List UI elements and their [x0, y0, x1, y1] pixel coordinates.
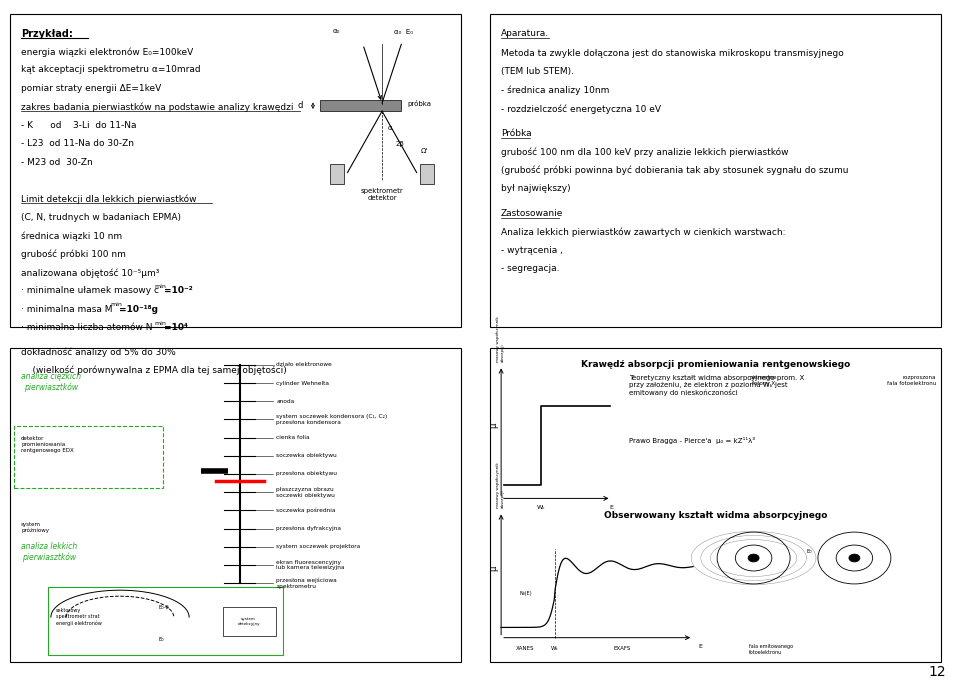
Text: - średnica analizy 10nm: - średnica analizy 10nm	[501, 86, 610, 95]
Text: pomiar straty energii ΔE=1keV: pomiar straty energii ΔE=1keV	[21, 84, 161, 93]
Text: Teoretyczny kształt widma absorpcyjnego prom. X
przy założeniu, że elektron z po: Teoretyczny kształt widma absorpcyjnego …	[629, 375, 804, 396]
Text: Próbka: Próbka	[501, 129, 532, 138]
Text: Aparatura.: Aparatura.	[501, 29, 549, 38]
Text: - M23 od  30-Zn: - M23 od 30-Zn	[21, 158, 93, 166]
Text: fala emitowanego
fotoelektronu: fala emitowanego fotoelektronu	[749, 644, 793, 655]
Text: przesłona obiektywu: przesłona obiektywu	[276, 471, 337, 477]
Bar	[10, 14, 461, 327]
Text: (wielkość porównywalna z EPMA dla tej samej objętości): (wielkość porównywalna z EPMA dla tej sa…	[21, 366, 287, 375]
Text: - K      od    3-Li  do 11-Na: - K od 3-Li do 11-Na	[21, 121, 136, 130]
Text: cienka folia: cienka folia	[276, 435, 310, 440]
Text: α₀  E₀: α₀ E₀	[394, 29, 413, 35]
Text: analiza lekkich
pierwiasztków: analiza lekkich pierwiasztków	[21, 542, 78, 563]
Text: system soczewek kondensora (C₁, C₂)
przesłona kondensora: system soczewek kondensora (C₁, C₂) prze…	[276, 414, 388, 425]
Text: min: min	[155, 284, 166, 288]
Text: kąt akceptacji spektrometru α=10mrad: kąt akceptacji spektrometru α=10mrad	[21, 65, 201, 74]
Circle shape	[849, 554, 860, 562]
Text: min: min	[155, 321, 166, 325]
Text: EXAFS: EXAFS	[613, 646, 631, 651]
Text: α: α	[388, 125, 393, 131]
Text: średnica wiązki 10 nm: średnica wiązki 10 nm	[21, 231, 122, 241]
Text: α₀: α₀	[332, 28, 340, 33]
Text: spektrometr
detektor: spektrometr detektor	[361, 188, 403, 201]
Text: dokładność analizy od 5% do 30%: dokładność analizy od 5% do 30%	[21, 347, 176, 357]
Bar	[420, 164, 434, 184]
Text: anoda: anoda	[276, 399, 295, 404]
Text: Metoda ta zwykle dołączona jest do stanowiska mikroskopu transmisyjnego: Metoda ta zwykle dołączona jest do stano…	[501, 49, 844, 58]
Text: · minimalna masa M: · minimalna masa M	[21, 305, 112, 314]
Text: Wₖ: Wₖ	[537, 505, 546, 510]
Bar	[48, 587, 283, 655]
Text: ekran fluorescencyjny
lub kamera telewizyjna: ekran fluorescencyjny lub kamera telewiz…	[276, 559, 345, 570]
Text: energia wiązki elektronów E₀=100keV: energia wiązki elektronów E₀=100keV	[21, 47, 193, 57]
Text: soczewka pośrednia: soczewka pośrednia	[276, 507, 336, 513]
Text: =10⁻¹⁸g: =10⁻¹⁸g	[119, 305, 158, 314]
Text: analizowana objętość 10⁻⁵μm³: analizowana objętość 10⁻⁵μm³	[21, 268, 159, 278]
Bar	[490, 348, 941, 662]
Text: E: E	[698, 644, 702, 649]
Text: analiza ciężkich
pierwiasztków: analiza ciężkich pierwiasztków	[21, 372, 82, 391]
Text: Limit detekcji dla lekkich pierwiastków: Limit detekcji dla lekkich pierwiastków	[21, 194, 197, 204]
Text: zakres badania pierwiastków na podstawie analizy krawędzi: zakres badania pierwiastków na podstawie…	[21, 102, 294, 112]
Text: (TEM lub STEM).: (TEM lub STEM).	[501, 68, 574, 76]
Text: rozproszona
fala fotoelektronu: rozproszona fala fotoelektronu	[887, 375, 936, 386]
Text: d: d	[297, 101, 302, 110]
Bar	[10, 348, 461, 662]
Text: N₀(E): N₀(E)	[520, 591, 533, 596]
Text: E: E	[610, 505, 613, 510]
Text: grubość 100 nm dla 100 keV przy analizie lekkich pierwiastków: grubość 100 nm dla 100 keV przy analizie…	[501, 147, 788, 157]
Text: =10⁴: =10⁴	[164, 323, 188, 332]
Bar	[330, 164, 344, 184]
Text: 12: 12	[928, 664, 946, 679]
Circle shape	[748, 554, 759, 562]
Text: Analiza lekkich pierwiastków zawartych w cienkich warstwach:: Analiza lekkich pierwiastków zawartych w…	[501, 228, 785, 237]
Text: Ω': Ω'	[420, 148, 428, 153]
Text: (C, N, trudnych w badaniach EPMA): (C, N, trudnych w badaniach EPMA)	[21, 213, 181, 222]
Text: E₀: E₀	[158, 638, 164, 642]
Text: XANES: XANES	[516, 646, 535, 651]
Text: soczewka obiektywu: soczewka obiektywu	[276, 454, 337, 458]
Text: przesłona wejściowa
spektrometru: przesłona wejściowa spektrometru	[276, 578, 337, 589]
Text: Obserwowany kształt widma absorpcyjnego: Obserwowany kształt widma absorpcyjnego	[604, 512, 827, 520]
Text: Przykład:: Przykład:	[21, 29, 73, 39]
Text: - wytrącenia ,: - wytrącenia ,	[501, 246, 563, 255]
Text: przesłona dyfrakcyjna: przesłona dyfrakcyjna	[276, 526, 341, 531]
Text: · minimalna liczba atomów N: · minimalna liczba atomów N	[21, 323, 153, 332]
Bar	[320, 100, 401, 111]
Text: - segregacja.: - segregacja.	[501, 265, 560, 273]
Text: (grubość próbki powinna być dobierania tak aby stosunek sygnału do szumu: (grubość próbki powinna być dobierania t…	[501, 166, 849, 175]
Text: działo elektronowe: działo elektronowe	[276, 362, 332, 368]
Text: był największy): był największy)	[501, 184, 571, 193]
Text: próbka: próbka	[407, 100, 431, 107]
Text: system
detekcyjny: system detekcyjny	[237, 617, 260, 625]
Text: grubość próbki 100 nm: grubość próbki 100 nm	[21, 250, 126, 259]
Text: sektorowy
spektrometr strat
energii elektronów: sektorowy spektrometr strat energii elek…	[56, 608, 102, 625]
Text: min: min	[110, 302, 122, 307]
Text: =10⁻²: =10⁻²	[164, 286, 193, 295]
Bar	[223, 607, 276, 636]
Text: masowy współczynnik
absorpcji: masowy współczynnik absorpcji	[496, 462, 505, 508]
Text: masowy współczynnik
absorpcji: masowy współczynnik absorpcji	[496, 316, 505, 362]
Text: system
próżniowy: system próżniowy	[21, 522, 49, 533]
Text: μ: μ	[489, 423, 498, 428]
Text: Krawędź absorpcji promieniowania rentgenowskiego: Krawędź absorpcji promieniowania rentgen…	[581, 360, 850, 369]
Text: system soczewek projektora: system soczewek projektora	[276, 544, 360, 549]
Bar	[14, 426, 163, 488]
Text: Wₖ: Wₖ	[551, 646, 559, 651]
Text: E₀: E₀	[806, 549, 812, 554]
Text: detektor
promieniowania
rentgenowego EDX: detektor promieniowania rentgenowego EDX	[21, 436, 74, 453]
Text: 2β: 2β	[396, 141, 404, 147]
Text: μ: μ	[489, 565, 498, 571]
Text: E₀-δ: E₀-δ	[158, 605, 169, 610]
Text: płaszczyzna obrazu
soczewki obiektywu: płaszczyzna obrazu soczewki obiektywu	[276, 487, 335, 498]
Text: pierwotne
fotony X: pierwotne fotony X	[750, 375, 777, 386]
Text: cylinder Wehnelta: cylinder Wehnelta	[276, 381, 329, 385]
Bar	[490, 14, 941, 327]
Text: Zastosowanie: Zastosowanie	[501, 209, 564, 218]
Text: Prawo Bragga - Pierce'a  μ₀ = kZ¹¹λ³: Prawo Bragga - Pierce'a μ₀ = kZ¹¹λ³	[629, 437, 755, 445]
Text: - rozdzielczość energetyczna 10 eV: - rozdzielczość energetyczna 10 eV	[501, 104, 661, 114]
Text: · minimalne ułamek masowy c: · minimalne ułamek masowy c	[21, 286, 159, 295]
Text: - L23  od 11-Na do 30-Zn: - L23 od 11-Na do 30-Zn	[21, 139, 134, 148]
